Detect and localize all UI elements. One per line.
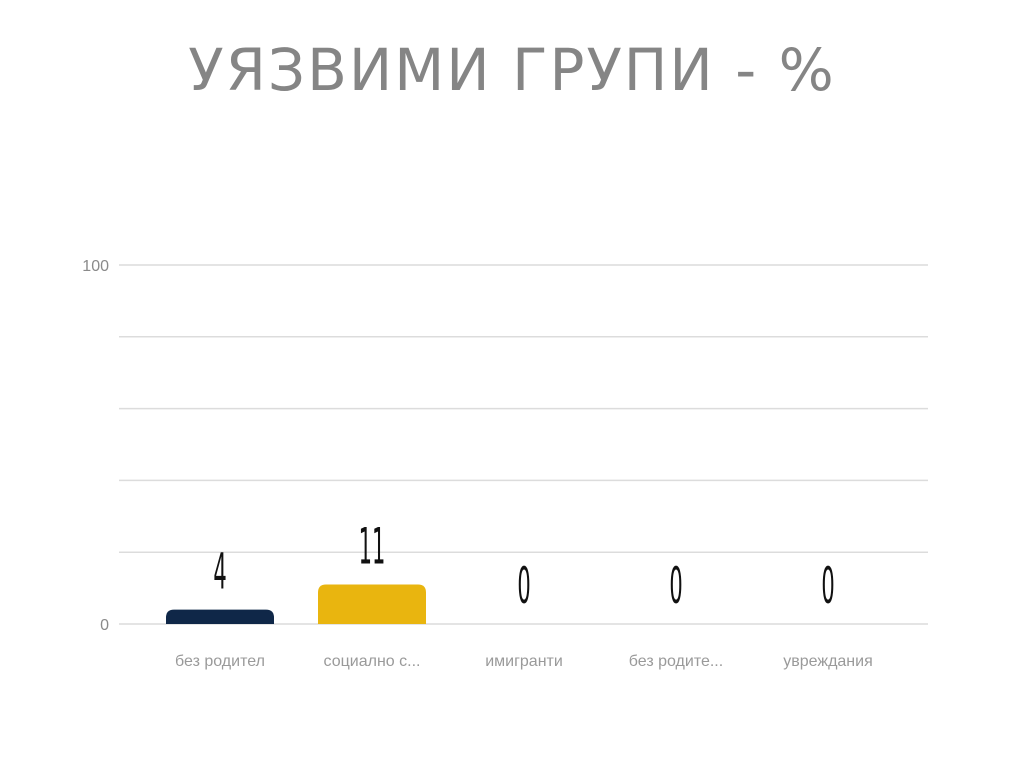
x-tick-label: социално с... — [324, 653, 421, 670]
bar — [318, 584, 426, 624]
data-label: 4 — [213, 543, 226, 602]
chart-title: УЯЗВИМИ ГРУПИ - % — [188, 36, 836, 104]
bar — [166, 609, 274, 624]
x-tick-label: имигранти — [485, 653, 563, 670]
y-tick-label: 100 — [82, 258, 109, 275]
data-label: 0 — [821, 557, 834, 616]
x-tick-label: без родител — [175, 653, 265, 670]
data-label: 0 — [669, 557, 682, 616]
data-label: 0 — [517, 557, 530, 616]
x-tick-label: увреждания — [783, 653, 873, 670]
y-tick-label: 0 — [100, 617, 109, 634]
data-label: 11 — [359, 518, 386, 577]
x-tick-label: без родите... — [629, 653, 723, 670]
